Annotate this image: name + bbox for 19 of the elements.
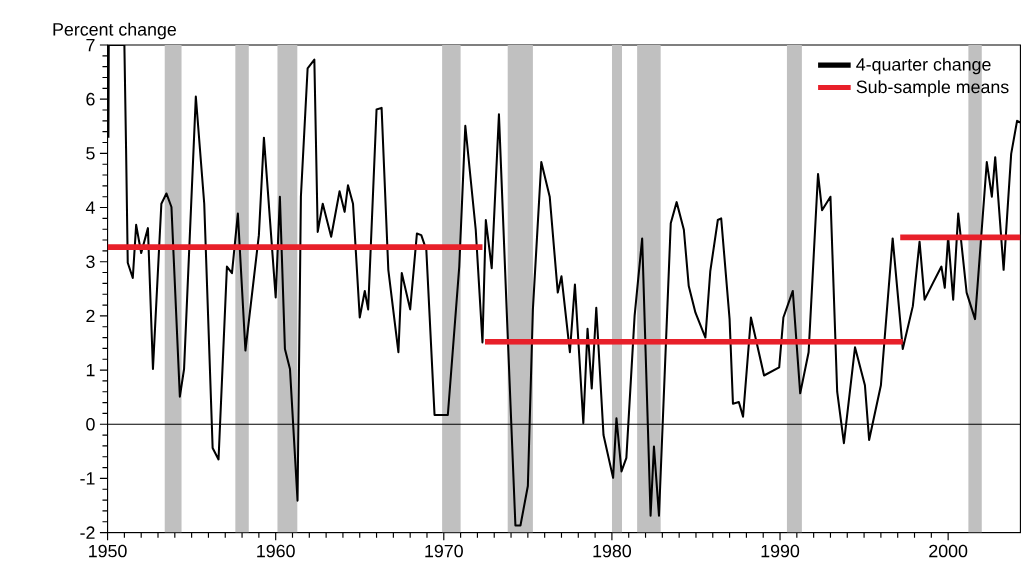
y-tick-label: 4 [85, 201, 95, 214]
legend-label: Sub-sample means [856, 80, 1009, 97]
x-tick-label: 1960 [257, 544, 295, 558]
y-tick-label: 1 [86, 363, 95, 377]
y-tick-label: -1 [80, 472, 95, 485]
y-tick-label: 6 [86, 92, 95, 106]
x-tick-label: 2000 [929, 544, 968, 558]
x-tick-label: 1990 [761, 544, 800, 558]
y-tick-label: 3 [86, 255, 95, 269]
y-tick-label: 5 [86, 147, 95, 160]
y-tick-label: 7 [86, 38, 95, 52]
y-tick-label: 2 [86, 309, 95, 323]
x-tick-label: 1950 [89, 544, 127, 558]
x-tick-label: 1980 [593, 544, 632, 558]
legend-label: 4-quarter change [856, 57, 991, 75]
y-tick-label: -2 [80, 526, 95, 539]
y-axis-title: Percent change [53, 22, 176, 40]
x-tick-label: 1970 [425, 544, 463, 558]
y-tick-label: 0 [86, 417, 95, 431]
